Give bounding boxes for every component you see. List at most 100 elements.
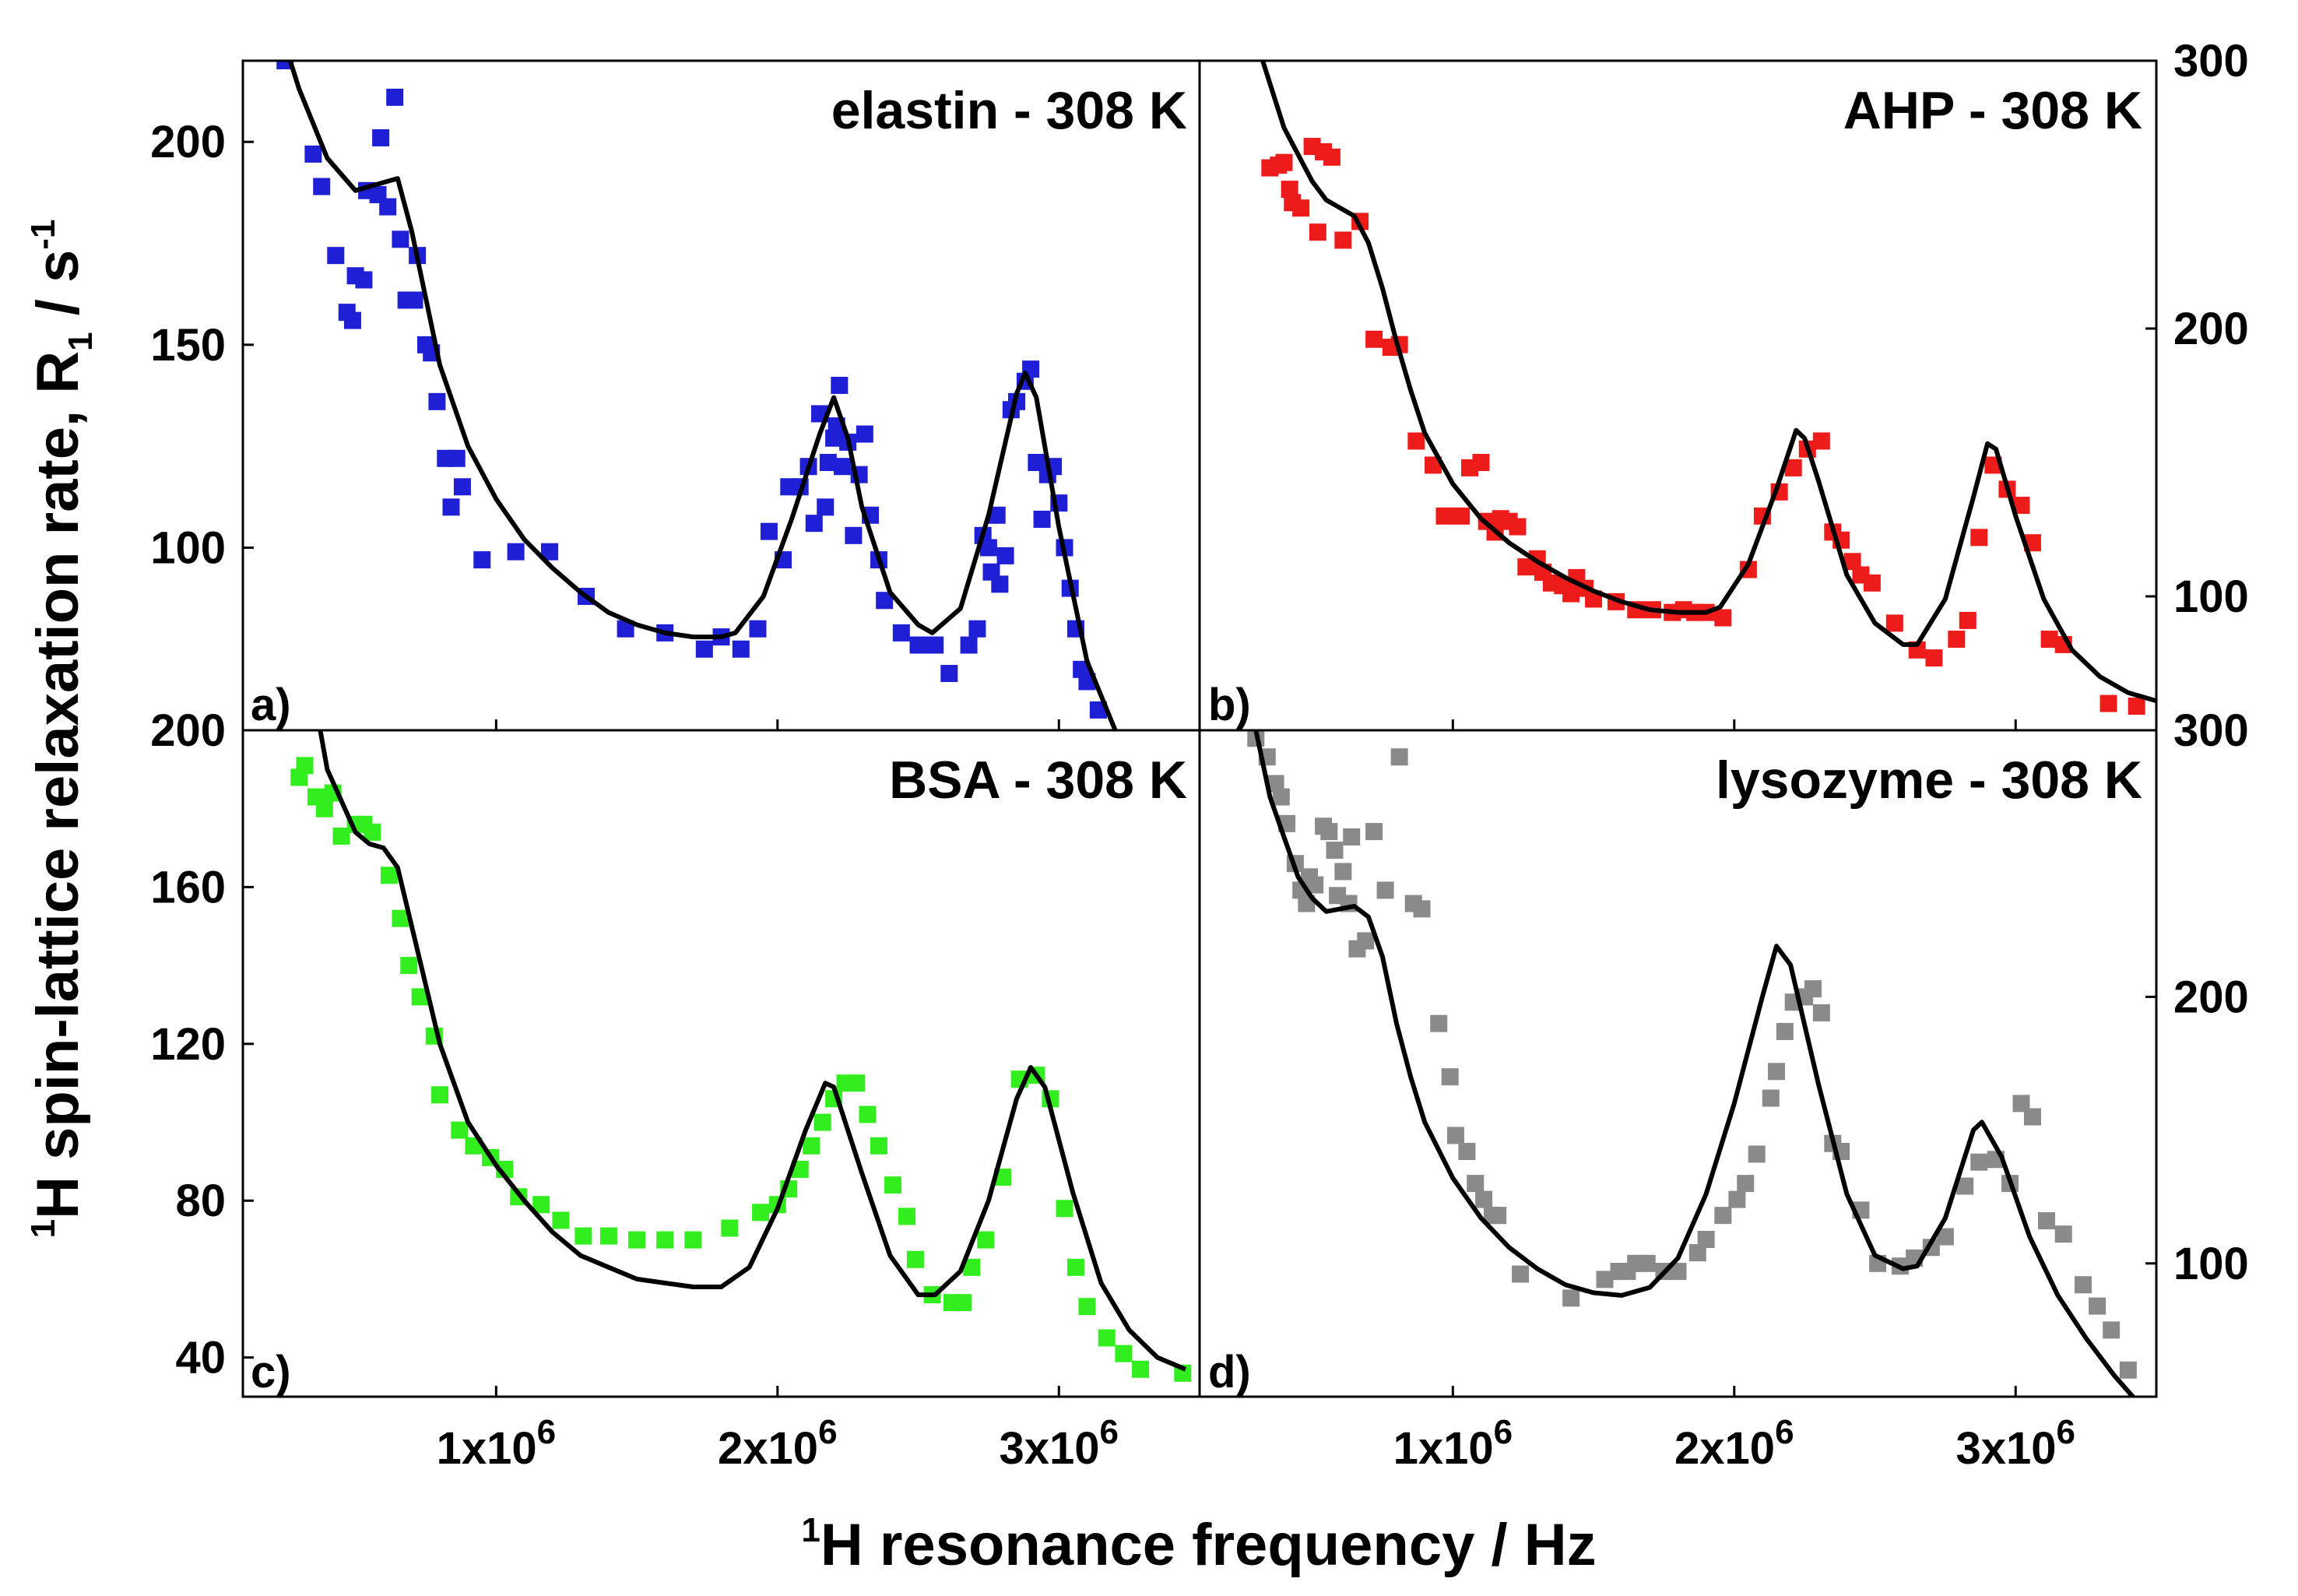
data-point bbox=[392, 230, 409, 248]
data-point bbox=[1843, 553, 1861, 571]
data-point bbox=[448, 449, 466, 467]
panel-d: 100 200 300 bbox=[1247, 705, 2249, 1397]
panel-b-title: AHP - 308 K bbox=[1843, 81, 2142, 140]
data-point bbox=[1390, 748, 1408, 766]
data-point bbox=[1970, 529, 1988, 547]
data-point bbox=[617, 620, 634, 638]
data-point bbox=[752, 1204, 770, 1222]
data-point bbox=[870, 1137, 887, 1155]
x-tick-label: 1x106 bbox=[437, 1413, 557, 1474]
data-point bbox=[1309, 223, 1326, 241]
y-tick-label: 40 bbox=[175, 1333, 226, 1383]
data-point bbox=[1089, 701, 1107, 719]
data-point bbox=[695, 640, 713, 658]
y-tick-label: 80 bbox=[175, 1176, 226, 1226]
data-point bbox=[1959, 611, 1976, 629]
panel-b-letter: b) bbox=[1208, 680, 1251, 730]
y-tick-label: 150 bbox=[150, 320, 226, 371]
data-point bbox=[2103, 1321, 2121, 1339]
data-point bbox=[1509, 518, 1527, 536]
data-point bbox=[845, 526, 863, 544]
data-point bbox=[1804, 980, 1822, 998]
data-point bbox=[372, 129, 390, 147]
data-point bbox=[1272, 788, 1290, 806]
y-tick-label: 100 bbox=[2173, 1239, 2249, 1289]
data-point bbox=[1776, 1022, 1794, 1040]
data-point bbox=[2040, 631, 2058, 649]
data-point bbox=[473, 551, 491, 569]
data-point bbox=[1357, 932, 1375, 950]
data-point bbox=[1435, 507, 1453, 525]
panel-b-points bbox=[1261, 138, 2145, 715]
data-point bbox=[1275, 153, 1293, 171]
data-point bbox=[1762, 1089, 1780, 1107]
data-point bbox=[1056, 1200, 1073, 1218]
data-point bbox=[304, 145, 322, 163]
frame-panel-d bbox=[1198, 729, 2158, 1398]
data-point bbox=[1292, 199, 1310, 217]
panel-a-title: elastin - 308 K bbox=[831, 81, 1187, 140]
panel-b-fit-curve bbox=[1260, 61, 2156, 704]
x-tick-label: 3x106 bbox=[1956, 1413, 2076, 1474]
data-point bbox=[732, 640, 750, 658]
data-point bbox=[2099, 694, 2117, 712]
data-point bbox=[552, 1211, 570, 1229]
data-point bbox=[451, 1121, 469, 1139]
data-point bbox=[721, 1219, 739, 1237]
data-point bbox=[1512, 1265, 1530, 1283]
data-point bbox=[940, 665, 958, 683]
data-point bbox=[1115, 1345, 1133, 1362]
data-point bbox=[2119, 1361, 2137, 1379]
data-point bbox=[656, 1231, 674, 1249]
panel-a-letter: a) bbox=[251, 680, 291, 730]
data-point bbox=[791, 1160, 809, 1178]
data-point bbox=[1098, 1329, 1116, 1347]
data-point bbox=[386, 88, 404, 106]
data-point bbox=[1343, 828, 1361, 845]
data-point bbox=[1376, 881, 1394, 899]
data-point bbox=[406, 291, 423, 309]
data-point bbox=[400, 957, 418, 975]
data-point bbox=[1453, 507, 1471, 525]
panel-b: 100 200 300 bbox=[1260, 36, 2249, 730]
data-point bbox=[1425, 456, 1442, 474]
data-point bbox=[1334, 863, 1352, 881]
panels-layer: 100 150 200 100 200 300 40 80 120 160 200 100 200 300 bbox=[150, 36, 2249, 1397]
data-point bbox=[428, 392, 446, 410]
data-point bbox=[1033, 510, 1051, 528]
data-point bbox=[1970, 1153, 1988, 1171]
data-point bbox=[805, 515, 823, 533]
data-point bbox=[684, 1231, 702, 1249]
data-point bbox=[1306, 876, 1324, 894]
x-tick-label: 2x106 bbox=[1674, 1413, 1794, 1474]
data-point bbox=[355, 271, 373, 289]
y-tick-label: 200 bbox=[150, 117, 226, 167]
data-point bbox=[541, 543, 559, 561]
data-point bbox=[411, 988, 429, 1006]
x-tick-label: 2x106 bbox=[718, 1413, 838, 1474]
data-point bbox=[884, 1176, 901, 1194]
data-point bbox=[507, 543, 525, 561]
data-point bbox=[2054, 1225, 2072, 1243]
data-point bbox=[1472, 454, 1490, 471]
data-point bbox=[431, 1086, 449, 1104]
x-tick-labels: 1x106 2x106 3x106 1x106 2x106 3x106 bbox=[437, 1413, 2075, 1474]
data-point bbox=[2023, 1108, 2041, 1126]
data-point bbox=[1956, 1177, 1974, 1195]
data-point bbox=[831, 376, 849, 394]
data-point bbox=[988, 506, 1006, 524]
y-tick-label: 100 bbox=[2173, 571, 2249, 622]
data-point bbox=[332, 827, 350, 845]
panel-a-fit-curve bbox=[287, 61, 1119, 730]
data-point bbox=[1688, 1244, 1706, 1262]
data-point bbox=[979, 539, 997, 557]
y-tick-label: 200 bbox=[2173, 972, 2249, 1022]
data-point bbox=[532, 1196, 550, 1214]
data-point bbox=[379, 198, 397, 216]
data-point bbox=[968, 620, 986, 638]
data-point bbox=[892, 624, 910, 642]
data-point bbox=[2012, 1095, 2030, 1113]
data-point bbox=[453, 478, 471, 496]
y-tick-label: 200 bbox=[150, 705, 226, 756]
